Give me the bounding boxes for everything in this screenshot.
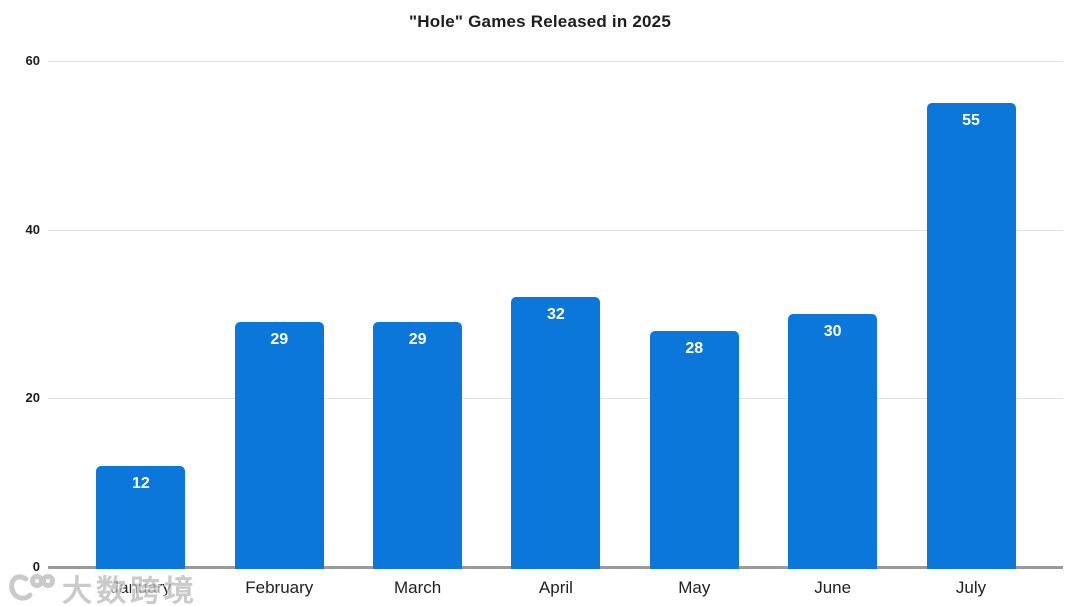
bar-april: 32 <box>511 297 601 569</box>
x-axis-label-february: February <box>245 578 314 597</box>
gridline <box>48 229 1063 231</box>
x-axis-label-march: March <box>393 578 442 597</box>
bar-february: 29 <box>234 322 324 569</box>
bar-march: 29 <box>373 322 463 569</box>
bar-value-label: 55 <box>962 112 980 130</box>
bar-january: 12 <box>96 465 186 569</box>
x-axis-label-april: April <box>538 578 573 597</box>
bar-july: 55 <box>926 103 1016 569</box>
watermark-logo-icon <box>7 572 56 603</box>
bar-june: 30 <box>788 314 878 569</box>
y-axis-tick-label: 60 <box>25 53 40 68</box>
chart-title: "Hole" Games Released in 2025 <box>409 12 671 31</box>
gridline <box>48 61 1063 62</box>
x-axis-label-june: June <box>814 578 852 597</box>
bar-value-label: 12 <box>131 474 150 492</box>
x-axis-label-january: January <box>110 578 172 597</box>
x-axis-label-may: May <box>678 578 711 597</box>
bar-may: 28 <box>649 330 739 569</box>
y-axis-tick-label: 40 <box>25 221 40 237</box>
bar-value-label: 28 <box>685 339 704 357</box>
y-axis-tick-label: 0 <box>32 559 40 574</box>
bar-value-label: 29 <box>270 331 289 349</box>
bar-value-label: 29 <box>408 331 427 349</box>
bar-value-label: 32 <box>547 306 565 324</box>
x-axis-label-july: July <box>955 578 987 597</box>
y-axis-tick-label: 20 <box>25 390 40 406</box>
bar-value-label: 30 <box>823 323 842 340</box>
